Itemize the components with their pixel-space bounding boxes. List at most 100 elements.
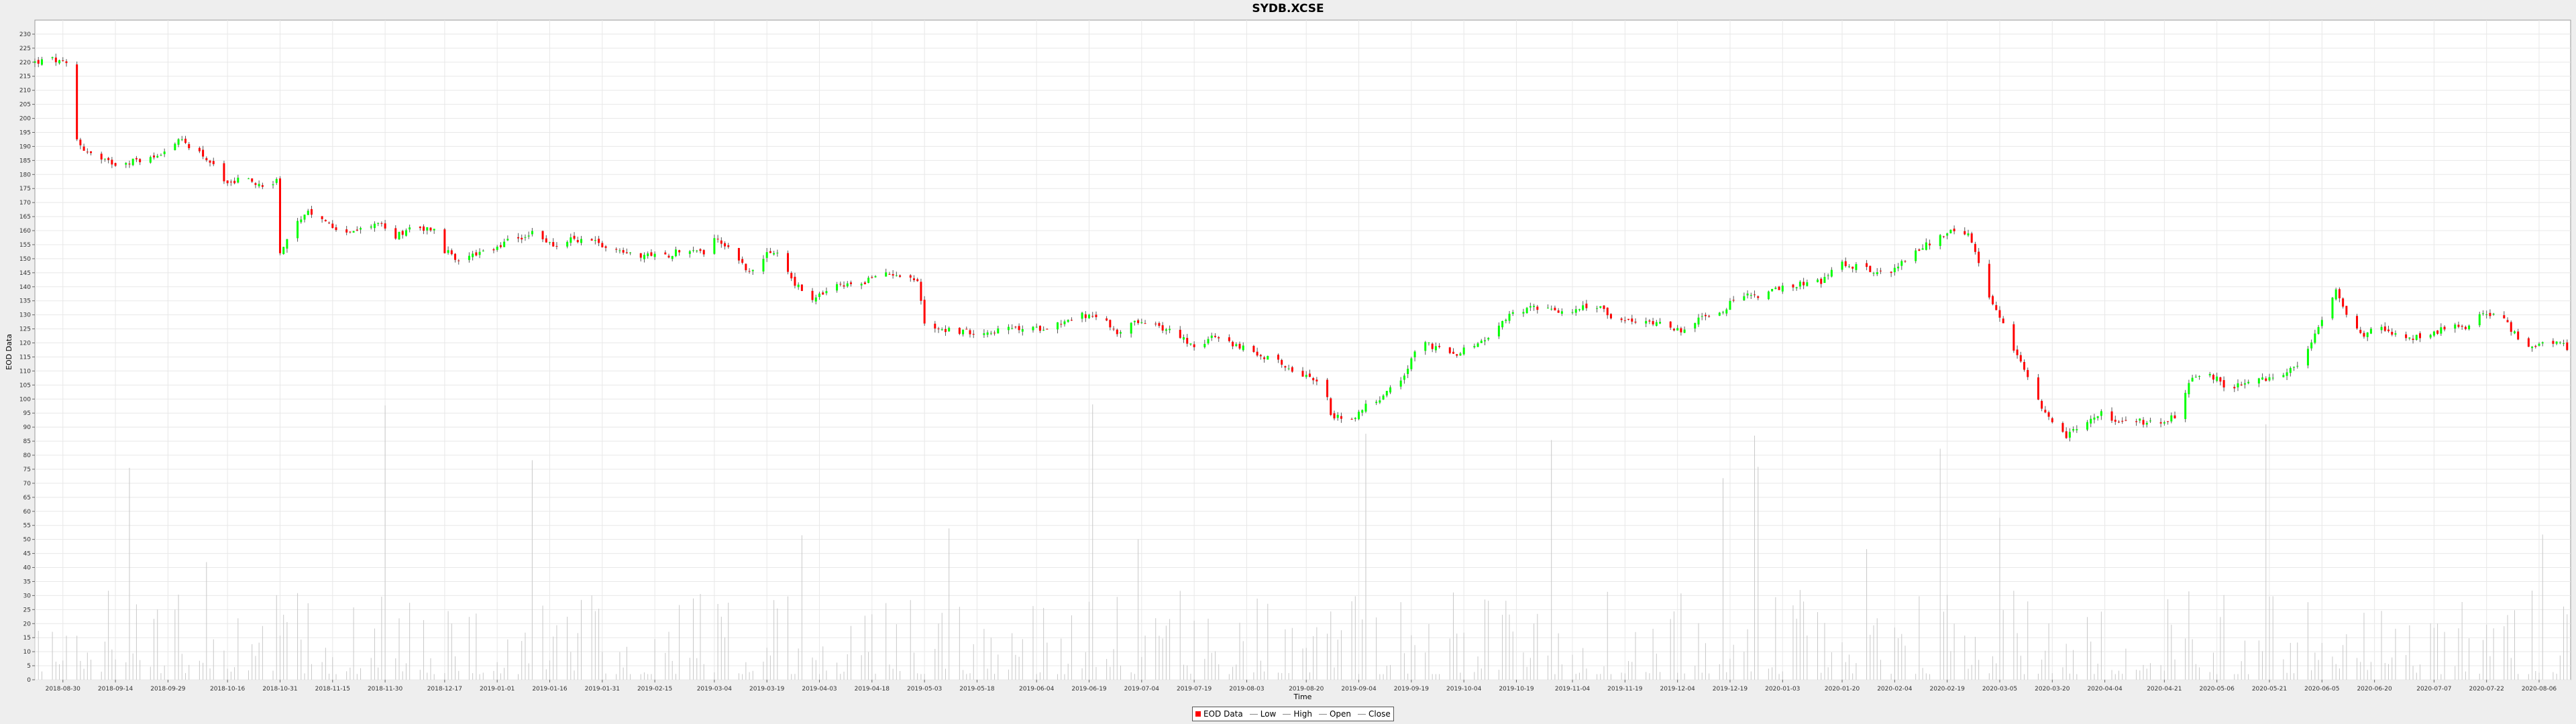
candle-body	[1929, 243, 1931, 246]
candle-body	[1697, 317, 1700, 325]
candle-body	[188, 144, 191, 149]
candle-body	[2464, 326, 2467, 329]
candle-body	[2170, 415, 2173, 422]
candle-body	[849, 282, 852, 284]
candle-body	[1165, 329, 1167, 331]
candle-body	[2563, 343, 2565, 344]
candle-body	[1189, 343, 1192, 345]
candle-body	[275, 179, 278, 183]
candle-body	[478, 251, 481, 255]
candle-body	[958, 327, 961, 334]
candle-body	[1795, 287, 1798, 289]
candle-body	[1480, 341, 1483, 343]
candle-body	[1228, 337, 1230, 341]
candle-body	[226, 180, 229, 184]
y-tick-label: 225	[19, 46, 31, 52]
y-tick-label: 220	[19, 60, 31, 66]
x-tick-label: 2019-12-19	[1713, 686, 1748, 692]
candle-body	[1116, 329, 1118, 335]
candle-body	[433, 229, 435, 231]
x-tick-label: 2018-08-30	[46, 686, 81, 692]
candle-body	[1263, 357, 1266, 359]
legend-item: Low	[1249, 709, 1276, 719]
candle-body	[58, 60, 61, 64]
candle-body	[1820, 278, 1823, 284]
candle-body	[2247, 381, 2250, 383]
candle-body	[2369, 328, 2372, 334]
candle-body	[1533, 306, 1536, 308]
y-tick-label: 75	[23, 467, 31, 473]
y-tick-label: 125	[19, 326, 31, 333]
candle-body	[1609, 314, 1612, 318]
candle-body	[209, 160, 211, 163]
candle-body	[2356, 316, 2359, 328]
candle-body	[1207, 339, 1210, 344]
candle-body	[1413, 351, 1416, 358]
candle-body	[2012, 324, 2015, 351]
candle-body	[1014, 326, 1017, 328]
y-tick-label: 130	[19, 312, 31, 319]
candle-body	[149, 157, 152, 163]
candle-body	[1336, 414, 1339, 418]
candle-body	[65, 61, 68, 64]
candle-body	[1501, 320, 1504, 328]
candle-body	[1084, 314, 1087, 318]
candle-body	[2282, 375, 2285, 377]
y-tick-label: 5	[27, 663, 31, 670]
candle-body	[2317, 326, 2320, 334]
candle-body	[492, 249, 495, 251]
candle-body	[475, 252, 478, 256]
candle-body	[524, 237, 527, 238]
candle-body	[2566, 342, 2569, 351]
y-tick-label: 145	[19, 270, 31, 277]
candle-body	[1683, 329, 1686, 333]
candles	[34, 54, 2569, 442]
x-tick-label: 2019-01-31	[585, 686, 620, 692]
candle-body	[843, 285, 845, 287]
candle-body	[1792, 284, 1794, 288]
x-tick-label: 2019-06-19	[1071, 686, 1107, 692]
y-tick-label: 80	[23, 452, 32, 459]
volume-bars	[34, 404, 2568, 680]
candle-body	[2394, 333, 2397, 335]
candle-body	[1525, 308, 1528, 314]
candle-body	[1872, 273, 1875, 274]
candle-body	[2457, 324, 2460, 327]
candle-body	[1281, 360, 1283, 365]
candle-body	[297, 221, 299, 239]
candle-body	[51, 57, 54, 58]
x-tick-label: 2020-03-05	[1982, 686, 2017, 692]
candle-body	[1109, 320, 1112, 328]
candle-body	[1799, 282, 1801, 287]
candle-body	[986, 332, 989, 335]
candle-body	[1953, 229, 1955, 232]
candle-body	[111, 160, 113, 165]
candle-body	[664, 252, 667, 255]
x-tick-label: 2019-01-01	[480, 686, 515, 692]
candle-body	[2149, 420, 2151, 422]
candle-body	[2271, 377, 2274, 379]
legend: EOD Data Low High Open Close	[1192, 707, 1394, 721]
candle-body	[923, 300, 926, 324]
candle-body	[1267, 356, 1269, 360]
candle-body	[2068, 432, 2071, 438]
candle-body	[2391, 332, 2394, 335]
candle-body	[1890, 272, 1892, 274]
candle-body	[1130, 322, 1132, 334]
candle-body	[1354, 418, 1356, 419]
legend-label: High	[1293, 709, 1312, 719]
candle-body	[1603, 305, 1605, 309]
candle-body	[2061, 423, 2064, 432]
candle-body	[1358, 412, 1360, 420]
candle-body	[2429, 335, 2432, 338]
candle-body	[811, 290, 814, 300]
y-tick-label: 210	[19, 88, 31, 95]
legend-item: Close	[1358, 709, 1391, 719]
candle-body	[688, 251, 691, 254]
candle-body	[1203, 344, 1206, 347]
candle-body	[1680, 328, 1682, 333]
candle-body	[1238, 343, 1241, 349]
candle-body	[751, 269, 754, 272]
candle-body	[1557, 310, 1560, 313]
candle-body	[125, 163, 127, 165]
